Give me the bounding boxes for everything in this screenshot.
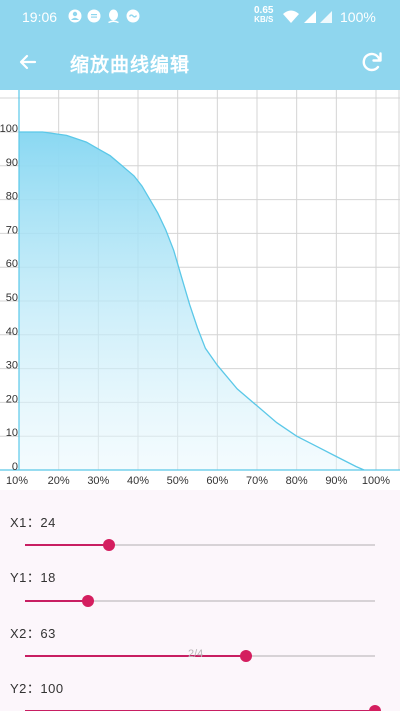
qq-icon bbox=[107, 9, 120, 29]
slider-track bbox=[25, 600, 375, 602]
slider-fill bbox=[25, 544, 109, 546]
slider-thumb[interactable] bbox=[82, 595, 94, 607]
y2-label: Y2： bbox=[10, 681, 41, 696]
curve-chart-svg[interactable]: 0 10 20 30 40 50 60 70 80 90 100 10% 20% 30% 40% 50% 60%… bbox=[0, 90, 400, 490]
page-indicator: 2/4 bbox=[188, 648, 204, 660]
y1-label: Y1： bbox=[10, 570, 41, 585]
x-tick-label: 70% bbox=[246, 475, 268, 487]
y-tick-label: 20 bbox=[6, 393, 18, 405]
curve-area-fill bbox=[19, 132, 365, 470]
y-tick-label: 80 bbox=[6, 191, 18, 203]
x2-label: X2： bbox=[10, 626, 41, 641]
y-tick-label: 60 bbox=[6, 258, 18, 270]
slider-fill bbox=[25, 600, 88, 602]
slider-track bbox=[25, 544, 375, 546]
app-bar: 缩放曲线编辑 bbox=[0, 34, 400, 90]
x-tick-label: 60% bbox=[206, 475, 228, 487]
x-tick-label: 50% bbox=[167, 475, 189, 487]
x-tick-label: 80% bbox=[286, 475, 308, 487]
y2-slider[interactable] bbox=[25, 701, 381, 711]
y1-value: 18 bbox=[40, 570, 56, 585]
curve-chart[interactable]: 0 10 20 30 40 50 60 70 80 90 100 10% 20% 30% 40% 50% 60%… bbox=[0, 90, 400, 490]
y-tick-label: 90 bbox=[6, 157, 18, 169]
net-speed-unit: KB/S bbox=[254, 15, 274, 24]
slider-thumb[interactable] bbox=[103, 539, 115, 551]
connectivity-icons bbox=[282, 9, 338, 30]
y-tick-label: 50 bbox=[6, 292, 18, 304]
status-bar: 19:06 0.65 KB/S 100% bbox=[0, 0, 400, 34]
x2-slider[interactable] bbox=[25, 646, 375, 666]
status-time: 19:06 bbox=[22, 9, 58, 25]
x2-value: 63 bbox=[40, 626, 56, 641]
wifi-icon bbox=[283, 10, 299, 23]
y-tick-label: 30 bbox=[6, 360, 18, 372]
signal-icon bbox=[304, 11, 332, 23]
slider-thumb[interactable] bbox=[369, 705, 381, 711]
y-tick-label: 10 bbox=[6, 427, 18, 439]
x1-label: X1： bbox=[10, 515, 41, 530]
control-panel: X1：24 Y1：18 X2：63 Y2：100 bbox=[0, 490, 400, 711]
account-icon bbox=[68, 9, 82, 28]
x-tick-label: 30% bbox=[87, 475, 109, 487]
refresh-button[interactable] bbox=[358, 48, 386, 76]
y1-slider[interactable] bbox=[25, 591, 375, 611]
x1-label-row: X1：24 bbox=[10, 512, 56, 531]
y-tick-label: 0 bbox=[12, 461, 18, 473]
x1-slider[interactable] bbox=[25, 535, 375, 555]
refresh-icon bbox=[362, 52, 382, 72]
y2-label-row: Y2：100 bbox=[10, 678, 64, 697]
x-tick-label: 40% bbox=[127, 475, 149, 487]
message-icon bbox=[87, 9, 101, 28]
battery-level: 100% bbox=[340, 9, 376, 25]
slider-fill bbox=[25, 655, 246, 657]
arrow-left-icon bbox=[19, 54, 37, 70]
y-tick-label: 70 bbox=[6, 224, 18, 236]
x-tick-label: 20% bbox=[48, 475, 70, 487]
x-tick-label: 10% bbox=[6, 475, 28, 487]
x-tick-label: 100% bbox=[362, 475, 390, 487]
y1-label-row: Y1：18 bbox=[10, 567, 56, 586]
x1-value: 24 bbox=[40, 515, 56, 530]
curve-line bbox=[19, 131, 365, 471]
y2-value: 100 bbox=[40, 681, 64, 696]
network-speed: 0.65 KB/S bbox=[254, 6, 273, 24]
x-tick-label: 90% bbox=[325, 475, 347, 487]
y-tick-label: 100 bbox=[0, 123, 18, 135]
page-title: 缩放曲线编辑 bbox=[70, 54, 191, 76]
net-speed-value: 0.65 bbox=[254, 5, 274, 16]
back-button[interactable] bbox=[14, 48, 42, 76]
link-icon bbox=[126, 9, 140, 28]
x2-label-row: X2：63 bbox=[10, 623, 56, 642]
y-tick-label: 40 bbox=[6, 326, 18, 338]
slider-thumb[interactable] bbox=[239, 650, 252, 662]
